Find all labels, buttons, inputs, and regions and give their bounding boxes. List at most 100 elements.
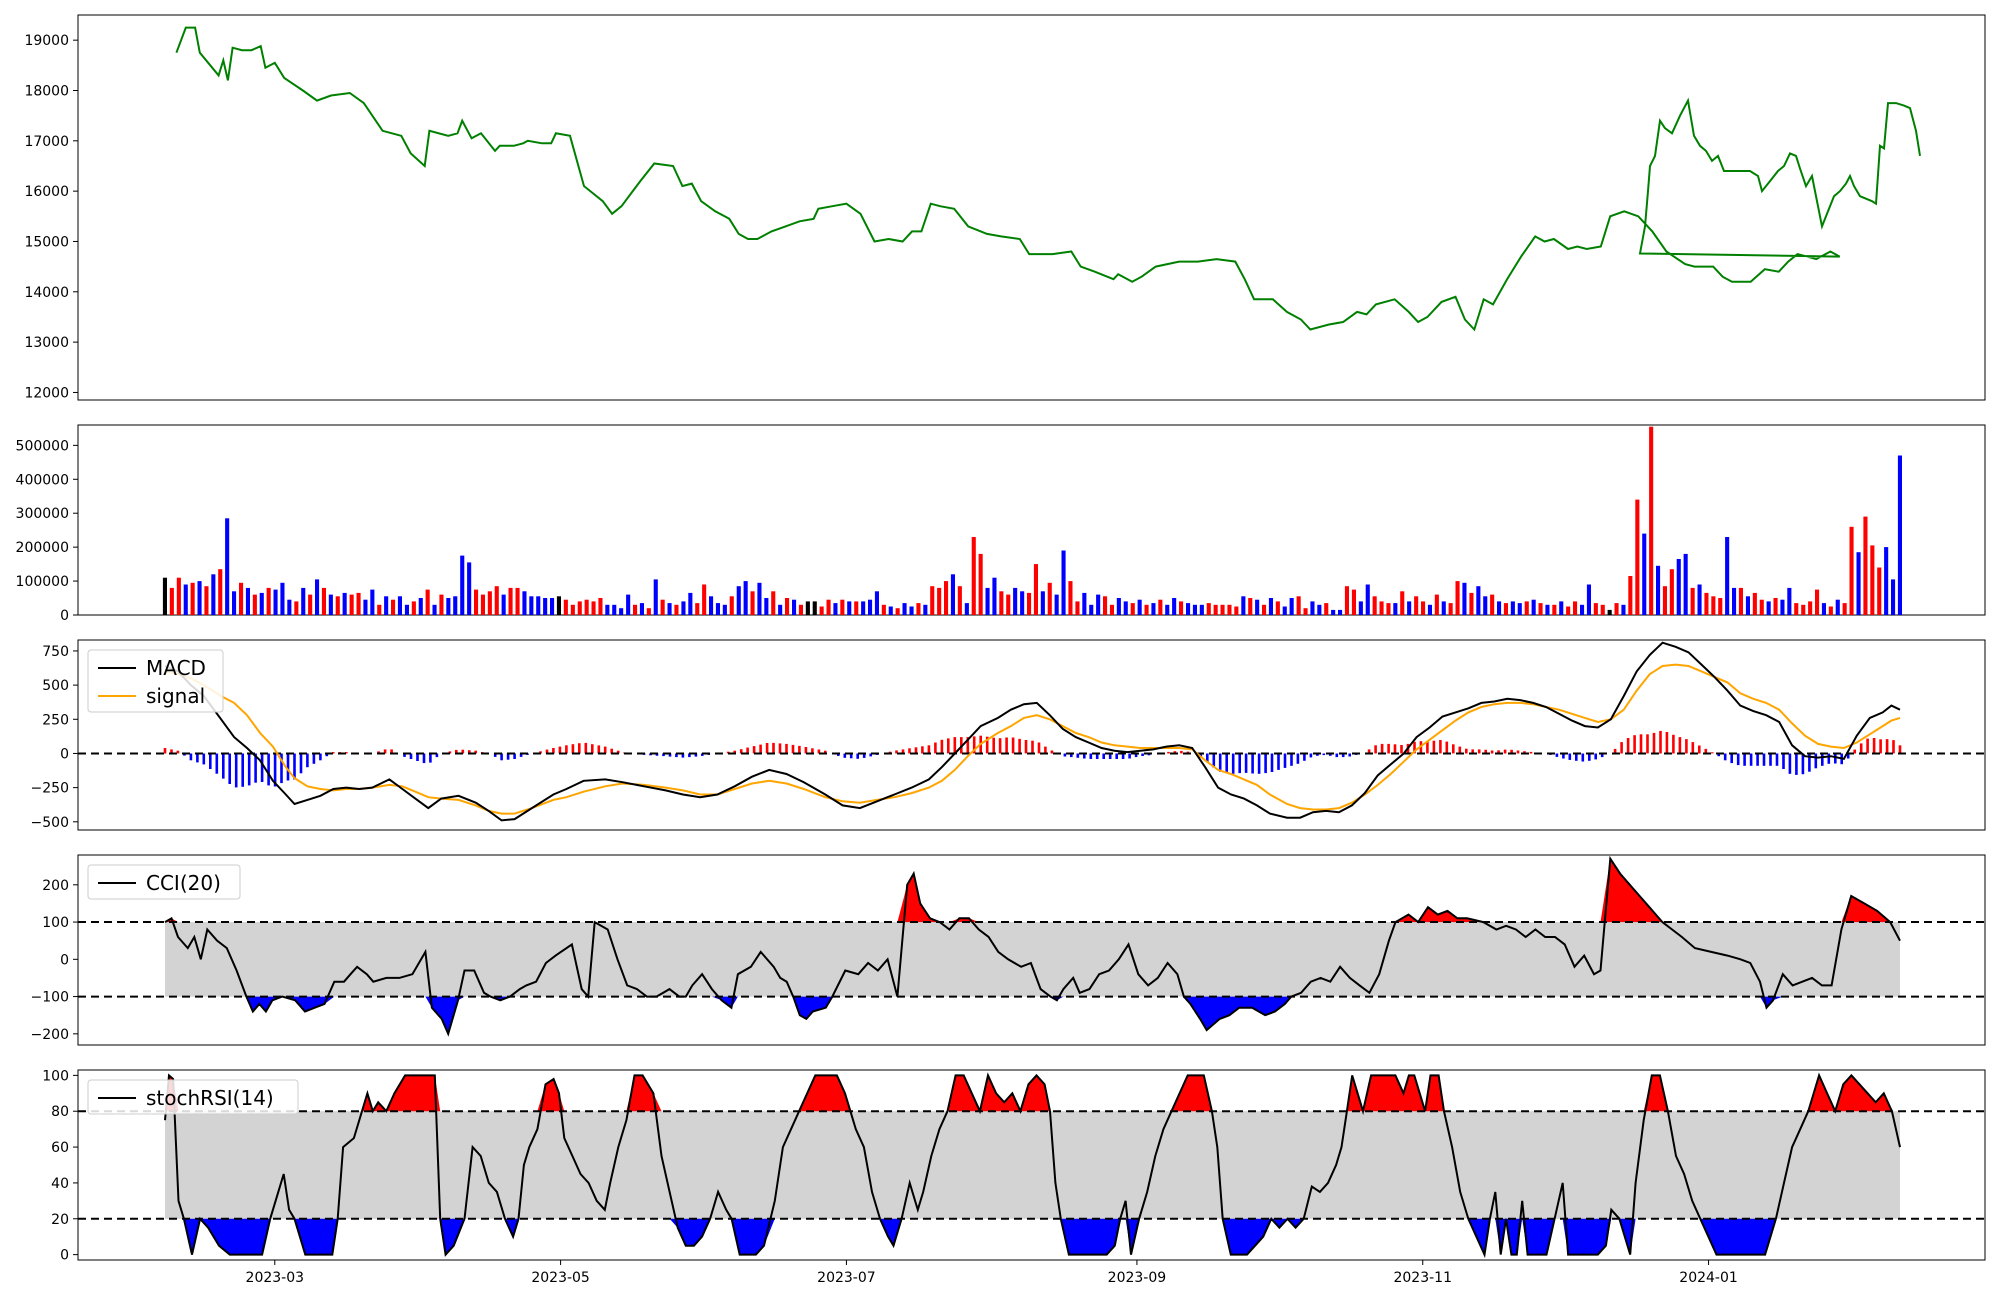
volume-bar (321, 587, 326, 615)
macd-histogram-bar (1846, 753, 1850, 759)
macd-histogram-bar (1283, 753, 1287, 768)
volume-bar (1669, 569, 1674, 615)
macd-histogram-bar (1270, 753, 1274, 772)
y-tick-label: 100000 (16, 574, 69, 590)
volume-bar (342, 592, 347, 615)
volume-bar (930, 586, 935, 615)
macd-histogram-bar (1011, 737, 1015, 754)
macd-histogram-bar (862, 753, 866, 758)
volume-bar (225, 518, 230, 615)
volume-bar (1234, 606, 1239, 615)
macd-histogram-bar (1445, 741, 1449, 754)
macd-histogram-bar (778, 743, 782, 754)
volume-bar (709, 596, 714, 615)
macd-histogram-bar (196, 753, 199, 763)
macd-histogram-bar (603, 746, 607, 754)
volume-bar (563, 599, 568, 615)
volume-bar (259, 592, 264, 615)
macd-histogram-bar (1050, 750, 1054, 754)
macd-histogram-bar (1801, 753, 1805, 775)
macd-histogram-bar (1523, 751, 1526, 754)
macd-histogram-bar (1471, 749, 1474, 754)
volume-bar (1566, 606, 1571, 615)
macd-histogram-bar (306, 753, 309, 768)
volume-bar (432, 604, 437, 615)
volume-bar (536, 596, 541, 615)
volume-bar (1255, 599, 1260, 615)
macd-histogram-bar (1788, 753, 1792, 774)
volume-bar (1206, 603, 1211, 615)
macd-histogram-bar (170, 749, 173, 754)
macd-histogram-bar (1005, 737, 1008, 754)
volume-bar (480, 594, 485, 615)
macd-histogram-bar (325, 753, 329, 757)
macd-histogram-bar (448, 751, 452, 754)
volume-bar (1773, 598, 1778, 615)
macd-histogram-bar (1808, 753, 1811, 772)
macd-histogram-bar (1432, 740, 1436, 754)
volume-bar (197, 581, 202, 615)
x-tick-label: 2024-01 (1679, 1270, 1738, 1286)
volume-bar (1897, 455, 1902, 615)
volume-bar (695, 603, 700, 615)
volume-bar (1421, 601, 1426, 615)
macd-histogram-bar (798, 745, 801, 754)
macd-histogram-bar (681, 753, 685, 758)
macd-histogram-bar (1244, 753, 1248, 773)
volume-bar (1013, 587, 1018, 615)
macd-histogram-bar (1736, 753, 1740, 766)
volume-bar (895, 608, 900, 615)
volume-bar (1351, 589, 1356, 615)
panel-frame (77, 854, 1986, 1046)
macd-histogram-bar (688, 753, 691, 758)
macd-histogram-bar (1497, 750, 1500, 754)
macd-histogram-bar (1626, 738, 1630, 754)
x-tick-label: 2023-11 (1393, 1270, 1452, 1286)
macd-histogram-bar (461, 749, 465, 754)
volume-bar (612, 604, 617, 615)
macd-line (164, 641, 1901, 822)
volume-bar (584, 599, 589, 615)
volume-bar (1573, 601, 1578, 615)
macd-histogram-bar (1465, 748, 1468, 754)
volume-bar (232, 591, 237, 616)
macd-histogram-bar (1678, 737, 1682, 754)
macd-histogram-bar (241, 753, 244, 787)
volume-bar (1856, 552, 1861, 615)
volume-bar (888, 606, 893, 615)
volume-bar (1289, 598, 1294, 615)
macd-histogram-bar (837, 753, 840, 756)
macd-histogram-bar (701, 753, 704, 756)
volume-bar (1158, 599, 1163, 615)
macd-histogram-bar (409, 753, 413, 759)
macd-histogram-bar (668, 753, 672, 757)
macd-histogram-bar (1212, 753, 1216, 768)
macd-histogram-bar (1672, 734, 1675, 754)
volume-bar (1248, 598, 1253, 615)
volume-bar (363, 599, 368, 615)
volume-bar (1503, 603, 1508, 615)
volume-bar (287, 599, 292, 615)
macd-histogram-bar (1711, 752, 1714, 754)
volume-bar (1303, 608, 1308, 615)
volume-bar (1801, 604, 1806, 615)
macd-histogram-bar (1173, 751, 1177, 754)
volume-bar (1462, 582, 1467, 615)
macd-histogram-bar (163, 748, 167, 754)
volume-bar (771, 591, 776, 616)
volume-bar (950, 574, 955, 615)
macd-histogram-bar (176, 750, 180, 754)
macd-histogram-bar (972, 736, 976, 754)
macd-histogram-bar (1581, 753, 1585, 762)
macd-histogram-bar (293, 753, 296, 780)
volume-bar (1414, 596, 1419, 615)
volume-bar (1151, 603, 1156, 615)
volume-bar (591, 601, 596, 615)
macd-histogram-bar (1413, 741, 1416, 754)
macd-histogram-bar (228, 753, 231, 784)
volume-bar (190, 582, 195, 615)
volume-bar (335, 596, 340, 615)
macd-histogram-bar (1730, 753, 1733, 764)
y-tick-label: 750 (42, 644, 69, 660)
macd-histogram-bar (1121, 753, 1125, 759)
